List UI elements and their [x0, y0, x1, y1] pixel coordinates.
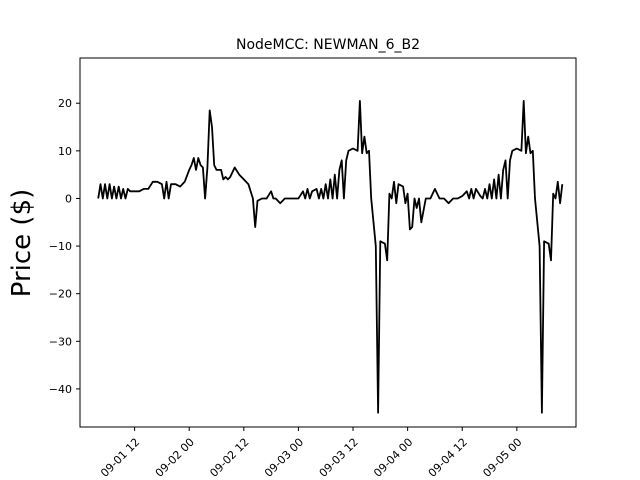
x-tick-label: 09-03 12 — [317, 436, 361, 480]
x-tick-label: 09-04 00 — [371, 436, 415, 480]
x-tick-label: 09-04 12 — [426, 436, 470, 480]
y-tick-label: 0 — [65, 192, 72, 205]
x-axis: 09-01 12 09-02 00 09-02 12 09-03 00 09-03 12… — [98, 427, 525, 480]
x-tick-label: 09-01 12 — [98, 436, 142, 480]
price-series-line — [97, 100, 564, 414]
y-tick-label: −10 — [49, 240, 72, 253]
y-axis-label: Price ($) — [7, 189, 37, 298]
x-tick-label: 09-03 00 — [262, 436, 306, 480]
y-tick-label: −40 — [49, 383, 72, 396]
plot-area-frame — [79, 57, 577, 428]
y-tick-label: −30 — [49, 335, 72, 348]
y-tick-label: 10 — [58, 145, 72, 158]
x-tick-label: 09-02 00 — [153, 436, 197, 480]
y-tick-label: −20 — [49, 288, 72, 301]
y-axis: −40 −30 −20 −10 0 10 20 — [49, 97, 80, 396]
x-tick-label: 09-05 00 — [480, 436, 524, 480]
chart-title: NodeMCC: NEWMAN_6_B2 — [236, 37, 420, 53]
y-tick-label: 20 — [58, 97, 72, 110]
x-tick-label: 09-02 12 — [207, 436, 251, 480]
